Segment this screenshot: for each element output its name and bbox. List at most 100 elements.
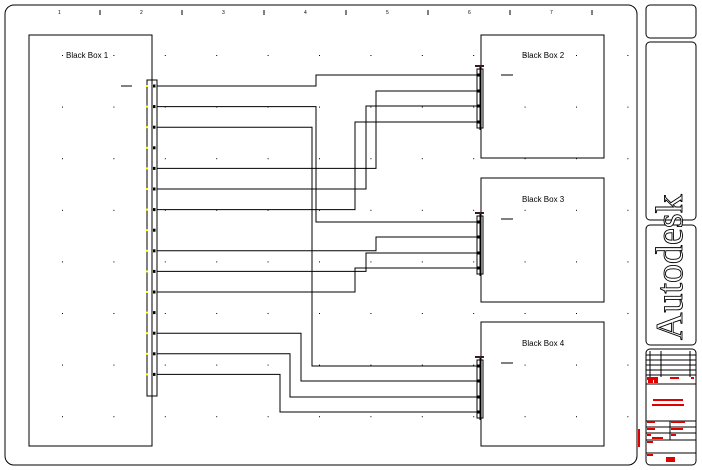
bb1-pin — [153, 166, 156, 170]
black-box-2[interactable] — [480, 34, 605, 159]
bb1-pin — [153, 311, 156, 315]
bb4-pin — [477, 364, 480, 368]
grid-dot — [370, 55, 372, 56]
grid-dot — [421, 261, 423, 263]
grid-dot — [421, 106, 423, 108]
grid-dot — [524, 313, 526, 314]
bb1-pin-marker — [146, 105, 148, 108]
grid-dot — [216, 55, 218, 56]
bb1-pin-marker — [146, 352, 148, 355]
bb1-pin — [153, 228, 156, 232]
bb3-connector-tag — [475, 212, 484, 214]
bb1-pin — [153, 125, 156, 129]
bb1-pin — [153, 352, 156, 356]
drawing-border — [4, 4, 638, 466]
wire — [157, 121, 477, 211]
grid-dot — [627, 158, 629, 160]
grid-dot — [576, 209, 577, 211]
bb1-pin-marker — [146, 229, 148, 232]
wire — [157, 106, 477, 223]
bb1-pin — [153, 84, 156, 88]
wire — [157, 90, 477, 169]
grid-dot — [576, 158, 577, 160]
grid-dot — [627, 416, 629, 418]
grid-dot — [370, 416, 372, 418]
bb1-pin-marker — [146, 85, 148, 87]
grid-dot — [62, 55, 63, 56]
grid-dot — [421, 313, 423, 314]
grid-dot — [627, 313, 629, 314]
grid-dot — [627, 364, 629, 366]
grid-dot — [62, 158, 63, 160]
grid-dot — [524, 55, 526, 56]
grid-dot — [164, 313, 166, 314]
grid-dot — [216, 313, 218, 314]
grid-dot — [421, 209, 423, 211]
bb1-pin-marker — [146, 332, 148, 335]
grid-dot — [319, 209, 320, 211]
grid-dot — [370, 313, 372, 314]
black-box-2-label: Black Box 2 — [522, 51, 565, 60]
grid-dot — [113, 209, 115, 211]
grid-dot — [473, 158, 475, 160]
wire — [157, 236, 477, 252]
black-box-4-label: Black Box 4 — [522, 339, 565, 348]
bb1-pin — [153, 105, 156, 109]
grid-dot — [164, 364, 166, 366]
grid-dot — [319, 313, 320, 314]
bb4-pin — [477, 395, 480, 399]
bb1-pin — [153, 249, 156, 253]
grid-dot — [524, 158, 526, 160]
grid-dot — [319, 158, 320, 160]
bb1-pin — [153, 269, 156, 273]
grid-dot — [576, 364, 577, 366]
ruler-label: 6 — [468, 10, 471, 16]
grid-dot — [164, 55, 166, 56]
grid-dot — [370, 364, 372, 366]
bb1-pin-marker — [146, 270, 148, 273]
bb1-pin-marker — [146, 311, 148, 314]
grid-dot — [62, 261, 63, 263]
grid-dot — [524, 106, 526, 108]
bb4-pin — [477, 410, 480, 414]
black-box-4[interactable] — [480, 321, 605, 447]
grid-dot — [473, 261, 475, 263]
grid-dot — [113, 55, 115, 56]
grid-dot — [421, 55, 423, 56]
grid-dot — [62, 364, 63, 366]
bb1-pin — [153, 187, 156, 191]
bb1-pin-marker — [146, 249, 148, 252]
wire — [157, 126, 477, 367]
grid-dot — [319, 261, 320, 263]
grid-dot — [164, 158, 166, 160]
grid-dot — [576, 55, 577, 56]
bb2-pin — [477, 104, 480, 108]
grid-dot — [216, 364, 218, 366]
grid-dot — [319, 364, 320, 366]
grid-dot — [576, 416, 577, 418]
bb1-pin-marker — [146, 291, 148, 293]
grid-dot — [216, 209, 218, 211]
grid-dot — [473, 364, 475, 366]
grid-dot — [473, 55, 475, 56]
wire — [157, 105, 477, 190]
wire — [157, 267, 477, 293]
black-box-3[interactable] — [480, 177, 605, 303]
bb1-pin-marker — [146, 146, 148, 149]
bb2-connector-tag — [475, 65, 484, 67]
grid-dot — [62, 313, 63, 314]
grid-dot — [267, 158, 269, 160]
ruler-label: 2 — [140, 10, 143, 16]
ruler-label: 5 — [386, 10, 389, 16]
bb1-pin — [153, 208, 156, 212]
grid-dot — [267, 313, 269, 314]
grid-dot — [113, 158, 115, 160]
grid-dot — [473, 209, 475, 211]
title-panel-revisions — [645, 41, 697, 221]
black-box-1[interactable] — [28, 34, 153, 447]
grid-dot — [370, 106, 372, 108]
grid-dot — [62, 106, 63, 108]
logo-panel — [645, 224, 697, 346]
grid-dot — [473, 106, 475, 108]
